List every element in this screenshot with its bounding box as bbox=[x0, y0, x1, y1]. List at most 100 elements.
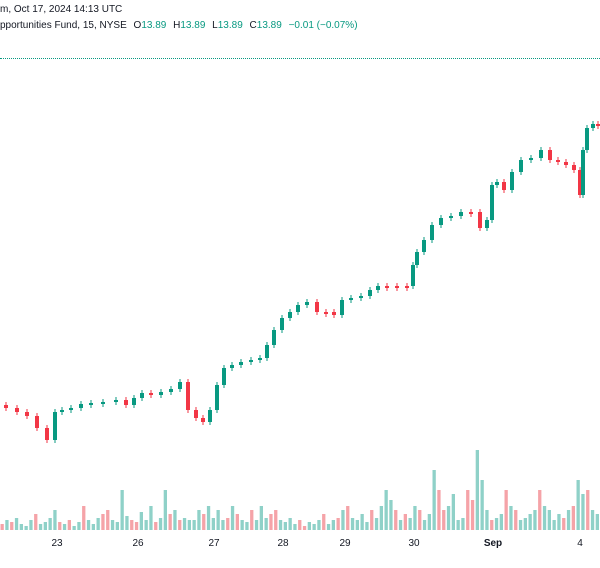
ohlc-high: H13.89 bbox=[173, 20, 212, 31]
symbol-description: pportunities Fund, 15, NYSE bbox=[0, 20, 127, 31]
timestamp-line: m, Oct 17, 2024 14:13 UTC bbox=[0, 4, 122, 15]
volume-bar bbox=[178, 520, 182, 530]
volume-bar bbox=[274, 510, 278, 530]
volume-bar bbox=[163, 490, 167, 530]
volume-bar bbox=[451, 494, 455, 530]
volume-bar bbox=[466, 490, 470, 530]
volume-bar bbox=[514, 510, 518, 530]
volume-bar bbox=[96, 518, 100, 530]
ohlc-open: O13.89 bbox=[134, 20, 174, 31]
volume-bar bbox=[134, 522, 139, 530]
volume-bar bbox=[523, 518, 527, 530]
volume-bar bbox=[130, 520, 134, 530]
volume-bar bbox=[538, 490, 542, 530]
volume-bar bbox=[542, 506, 547, 530]
volume-bar bbox=[547, 510, 551, 530]
volume-bar bbox=[394, 510, 398, 530]
candle-body bbox=[215, 385, 219, 410]
volume-bar bbox=[581, 494, 585, 530]
volume-bar bbox=[379, 506, 383, 530]
volume-bar bbox=[346, 506, 350, 530]
volume-bar bbox=[5, 520, 9, 530]
candle-body bbox=[114, 400, 118, 402]
ohlc-low-value: 13.89 bbox=[217, 20, 243, 31]
candle-body bbox=[510, 172, 514, 190]
volume-bar bbox=[67, 520, 71, 530]
candle-body bbox=[548, 150, 552, 160]
volume-bar bbox=[86, 520, 91, 530]
candle-body bbox=[159, 392, 163, 395]
ohlc-open-label: O bbox=[133, 20, 142, 31]
x-tick-label: 30 bbox=[408, 538, 420, 549]
volume-bar bbox=[461, 518, 465, 530]
candle-body bbox=[69, 408, 73, 410]
volume-bar bbox=[360, 514, 364, 530]
volume-bar bbox=[509, 506, 513, 530]
candle-body bbox=[249, 360, 253, 362]
volume-bar bbox=[384, 490, 388, 530]
candle-body bbox=[556, 160, 560, 162]
volume-bar bbox=[485, 510, 489, 530]
volume-bar bbox=[245, 522, 249, 530]
volume-bar bbox=[24, 526, 28, 530]
volume-bar bbox=[120, 490, 124, 530]
volume-bar bbox=[499, 514, 503, 530]
candle-body bbox=[222, 368, 226, 385]
candle-body bbox=[591, 124, 595, 128]
candle-body bbox=[169, 389, 173, 392]
volume-bar bbox=[264, 518, 268, 530]
volume-bar bbox=[14, 518, 19, 530]
candle-body bbox=[53, 412, 57, 440]
candles-group bbox=[4, 121, 600, 443]
last-price-line bbox=[0, 58, 600, 59]
volume-bar bbox=[446, 506, 451, 530]
volume-bar bbox=[389, 500, 393, 530]
volume-bar bbox=[437, 490, 441, 530]
candle-body bbox=[272, 330, 276, 345]
volume-bar bbox=[317, 520, 321, 530]
candle-body bbox=[469, 212, 473, 214]
volume-bar bbox=[278, 520, 283, 530]
volume-bar bbox=[192, 520, 196, 530]
volume-bar bbox=[158, 518, 163, 530]
candle-body bbox=[35, 416, 39, 428]
candle-body bbox=[368, 290, 372, 296]
volume-bar bbox=[202, 514, 206, 530]
volume-bar bbox=[211, 518, 215, 530]
volume-bar bbox=[312, 524, 316, 530]
volume-bar bbox=[0, 524, 4, 530]
volume-bar bbox=[125, 516, 129, 530]
candle-body bbox=[519, 160, 523, 172]
volume-bar bbox=[197, 510, 201, 530]
volume-bar bbox=[322, 514, 326, 530]
x-tick-label: Sep bbox=[484, 538, 502, 549]
candle-body bbox=[194, 410, 198, 418]
candle-body bbox=[459, 212, 463, 216]
candle-body bbox=[208, 410, 212, 422]
candle-body bbox=[585, 128, 589, 150]
candle-body bbox=[149, 393, 153, 395]
volume-bar bbox=[62, 524, 67, 530]
volume-bar bbox=[139, 512, 143, 530]
x-tick-label: 27 bbox=[208, 538, 220, 549]
candle-body bbox=[280, 318, 284, 330]
candle-body bbox=[596, 124, 600, 126]
volume-bar bbox=[442, 510, 446, 530]
volume-group bbox=[0, 450, 599, 530]
candle-body bbox=[258, 358, 262, 360]
candle-body bbox=[178, 382, 182, 389]
volume-bar bbox=[269, 514, 273, 530]
volume-bar bbox=[490, 520, 494, 530]
candle-body bbox=[132, 398, 136, 405]
volume-bar bbox=[494, 518, 499, 530]
volume-bar bbox=[19, 524, 23, 530]
volume-bar bbox=[110, 520, 115, 530]
candle-body bbox=[265, 345, 269, 358]
candle-body bbox=[415, 252, 419, 265]
candle-body bbox=[539, 150, 543, 158]
volume-bar bbox=[350, 518, 355, 530]
volume-bar bbox=[475, 450, 479, 530]
x-tick-label: 29 bbox=[339, 538, 351, 549]
volume-bar bbox=[326, 524, 331, 530]
